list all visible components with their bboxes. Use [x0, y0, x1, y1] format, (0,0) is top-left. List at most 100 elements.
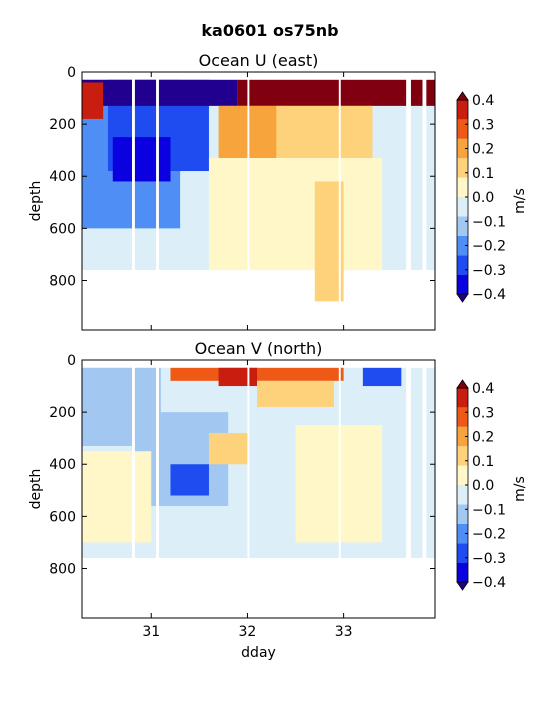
colorbar-tick-label: 0.1: [472, 454, 494, 470]
colorbar-tick-label: −0.2: [472, 527, 506, 543]
x-axis: 31 32 33: [142, 360, 353, 640]
y-tick-label: 0: [67, 353, 76, 369]
colorbar-tick-label: 0.4: [472, 381, 494, 397]
colorbar-swatch: [457, 485, 468, 505]
y-tick-label: 800: [49, 561, 76, 577]
colorbar-swatch: [457, 407, 468, 427]
y-tick-label: 600: [49, 509, 76, 525]
plot-frame: [81, 359, 436, 619]
colorbar-extend-min: [456, 293, 469, 303]
colorbar: 0.4 0.3 0.2 0.1 0.0 −0.1 −0.2 −0.3 −0.4: [456, 379, 506, 591]
heatmap-cell: [257, 380, 335, 407]
panel-title: Ocean U (east): [199, 51, 319, 70]
colorbar-extend-min: [456, 581, 469, 591]
y-tick-label: 600: [49, 221, 76, 237]
data-gap: [422, 360, 427, 618]
figure-suptitle: ka0601 os75nb: [201, 21, 338, 40]
data-gap: [156, 360, 159, 618]
colorbar-tick-label: 0.2: [472, 430, 494, 446]
x-tick-label: 31: [142, 624, 160, 640]
y-tick-label: 200: [49, 117, 76, 133]
colorbar-tick-label: −0.3: [472, 263, 506, 279]
colorbar-swatch: [457, 235, 468, 256]
colorbar-tick-label: −0.3: [472, 551, 506, 567]
heatmap-cell: [218, 367, 258, 387]
colorbar-swatch: [457, 177, 468, 197]
colorbar-swatch: [457, 100, 468, 120]
heatmap-cell: [362, 367, 402, 387]
heatmap-area: [82, 72, 435, 330]
data-gap: [247, 360, 250, 618]
colorbar-swatch: [457, 446, 468, 466]
data-gap: [132, 72, 135, 330]
heatmap-cell: [170, 464, 209, 496]
plot-frame: [81, 71, 436, 331]
colorbar-swatch: [457, 119, 468, 139]
colorbar-swatch: [457, 523, 468, 544]
colorbar-swatch: [457, 138, 468, 159]
heatmap-cell: [295, 425, 383, 543]
heatmap-area: [82, 360, 435, 618]
panel-title: Ocean V (north): [195, 339, 323, 358]
y-axis: 0 200 400 600 800: [49, 65, 435, 289]
heatmap-cell: [112, 137, 171, 182]
heatmap-cell: [82, 451, 152, 543]
colorbar-tick-label: −0.4: [472, 287, 506, 303]
data-gap: [132, 360, 135, 618]
data-gap: [406, 72, 411, 330]
colorbar-tick-label: −0.2: [472, 239, 506, 255]
colorbar-tick-label: 0.3: [472, 405, 494, 421]
y-tick-label: 0: [67, 65, 76, 81]
colorbar-tick-label: 0.3: [472, 117, 494, 133]
data-gap: [156, 72, 159, 330]
colorbar-swatch: [457, 465, 468, 485]
colorbar-tick-label: −0.1: [472, 214, 506, 230]
data-gap: [338, 360, 341, 618]
colorbar-label: m/s: [512, 188, 528, 214]
x-axis: [150, 72, 345, 330]
heatmap-cell: [218, 105, 286, 158]
y-tick-label: 400: [49, 169, 76, 185]
panel-ocean-v: Ocean V (north) 31 32 33 0 200 400 600 800 dep…: [28, 339, 528, 661]
y-tick-label: 800: [49, 273, 76, 289]
colorbar-swatch: [457, 197, 468, 217]
colorbar-swatch: [457, 274, 468, 294]
colorbar-swatch: [457, 504, 468, 524]
y-axis: 0 200 400 600 800: [49, 353, 435, 577]
colorbar-swatch: [457, 388, 468, 408]
y-tick-label: 200: [49, 405, 76, 421]
y-tick-label: 400: [49, 457, 76, 473]
colorbar-swatch: [457, 158, 468, 178]
y-axis-label: depth: [28, 181, 44, 222]
heatmap-cell: [237, 79, 435, 106]
colorbar-tick-label: 0.2: [472, 142, 494, 158]
colorbar-tick-label: 0.1: [472, 166, 494, 182]
colorbar-tick-label: 0.0: [472, 478, 494, 494]
heatmap-cell: [82, 82, 104, 119]
heatmap-cell: [208, 158, 383, 271]
x-tick-label: 33: [335, 624, 353, 640]
colorbar-tick-label: 0.4: [472, 93, 494, 109]
colorbar: 0.4 0.3 0.2 0.1 0.0 −0.1 −0.2 −0.3 −0.4: [456, 91, 506, 303]
colorbar-extend-max: [456, 91, 469, 101]
colorbar-swatch: [457, 216, 468, 236]
colorbar-swatch: [457, 543, 468, 563]
colorbar-tick-label: −0.4: [472, 575, 506, 591]
colorbar-swatch: [457, 255, 468, 275]
data-gap: [406, 360, 411, 618]
heatmap-cell: [82, 79, 238, 106]
colorbar-swatch: [457, 426, 468, 447]
x-tick-label: 32: [239, 624, 257, 640]
x-axis-label: dday: [241, 645, 276, 661]
data-gap: [422, 72, 427, 330]
colorbar-extend-max: [456, 379, 469, 389]
data-gap: [247, 72, 250, 330]
colorbar-tick-label: 0.0: [472, 190, 494, 206]
heatmap-cell: [208, 432, 248, 465]
data-gap: [338, 72, 341, 330]
y-axis-label: depth: [28, 469, 44, 510]
colorbar-label: m/s: [512, 476, 528, 502]
colorbar-swatch: [457, 562, 468, 582]
